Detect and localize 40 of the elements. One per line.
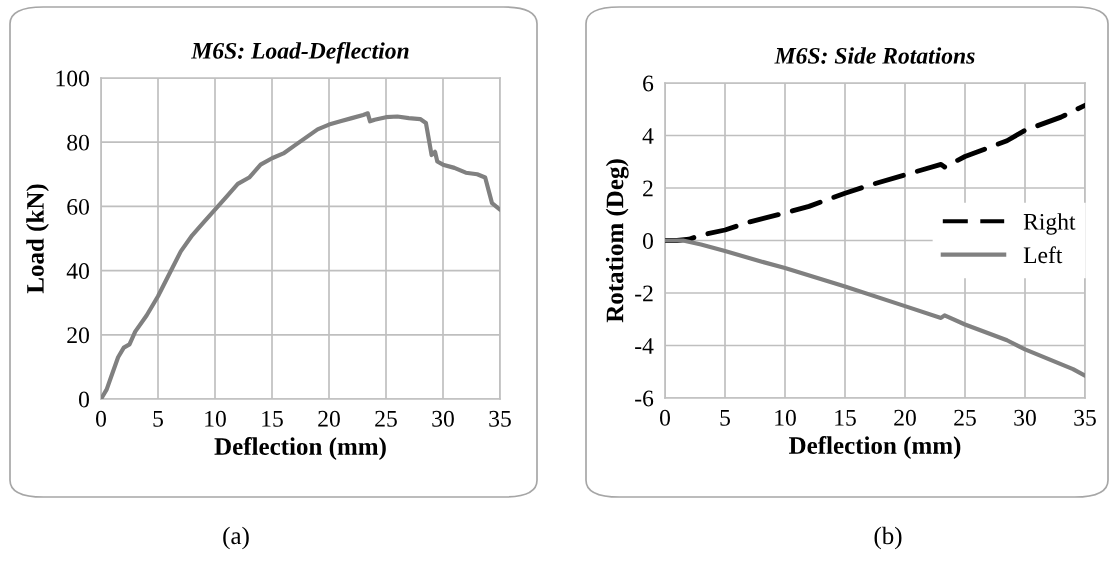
- y-tick-label: -4: [635, 338, 654, 354]
- chart-title: M6S: Load-Deflection: [191, 41, 409, 64]
- y-tick-label: 0: [642, 232, 653, 249]
- chart-title: M6S: Side Rotations: [774, 47, 975, 64]
- y-tick-label: 6: [643, 75, 654, 92]
- x-axis-title: Deflection (mm): [214, 437, 386, 460]
- y-tick-label: 20: [67, 327, 89, 344]
- x-tick-label: 5: [720, 410, 730, 426]
- x-tick-label: 0: [660, 409, 670, 426]
- y-tick-label: 40: [66, 263, 89, 280]
- y-tick-label: 0: [78, 391, 89, 408]
- x-tick-label: 25: [954, 409, 976, 426]
- y-tick-label: 60: [67, 198, 89, 215]
- y-tick-label: 80: [67, 134, 89, 151]
- x-tick-label: 30: [1014, 409, 1036, 426]
- y-tick-label: -2: [635, 285, 653, 302]
- y-axis-title: Rotatiom (Deg): [605, 159, 629, 323]
- text: (b): [874, 526, 902, 550]
- y-axis-title: Load (kN): [26, 184, 49, 294]
- legend-label: Right: [1023, 213, 1076, 235]
- x-tick-label: 0: [96, 410, 106, 427]
- x-tick-label: 35: [1074, 409, 1096, 426]
- y-tick-label: 2: [643, 180, 653, 197]
- x-tick-label: 10: [775, 409, 796, 426]
- x-axis-title: Deflection (mm): [789, 436, 961, 459]
- line-series: [665, 238, 1085, 378]
- x-tick-label: 35: [489, 410, 511, 427]
- x-tick-label: 10: [205, 410, 226, 427]
- x-tick-label: 20: [318, 410, 340, 427]
- x-tick-label: 15: [262, 410, 283, 427]
- y-tick-label: -6: [635, 390, 654, 407]
- x-tick-label: 25: [375, 410, 397, 427]
- legend-label: Left: [1023, 246, 1063, 264]
- x-tick-label: 15: [835, 409, 856, 426]
- y-tick-label: 100: [56, 70, 89, 87]
- x-tick-label: 5: [153, 411, 163, 427]
- x-tick-label: 20: [894, 409, 916, 426]
- x-tick-label: 30: [432, 410, 454, 427]
- y-tick-label: 4: [642, 128, 654, 144]
- text: (a): [223, 526, 249, 550]
